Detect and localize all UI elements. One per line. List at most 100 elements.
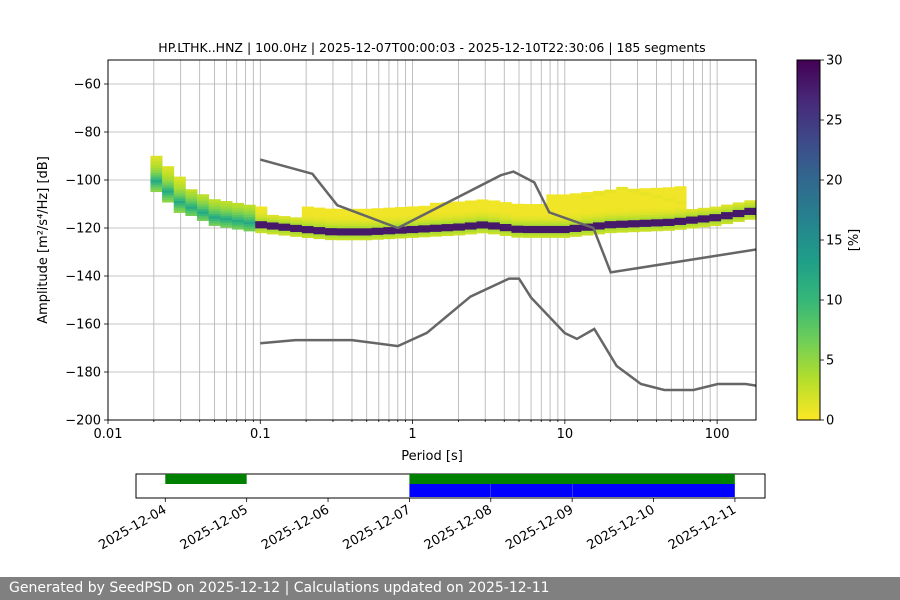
heatmap-cell bbox=[301, 225, 314, 229]
heatmap-cell bbox=[429, 214, 442, 218]
heatmap-cell bbox=[651, 218, 664, 222]
heatmap-cell bbox=[639, 202, 652, 206]
heatmap-cell bbox=[441, 233, 454, 237]
heatmap-cell bbox=[651, 209, 664, 213]
heatmap-cell bbox=[243, 207, 256, 210]
chart-title: HP.LTHK..HNZ | 100.0Hz | 2025-12-07T00:0… bbox=[158, 40, 705, 55]
heatmap-cell bbox=[150, 184, 163, 188]
heatmap-cell bbox=[639, 212, 652, 215]
heatmap-cell bbox=[162, 173, 175, 177]
heatmap-cell bbox=[581, 216, 594, 219]
timeline-date-label: 2025-12-10 bbox=[585, 502, 658, 553]
heatmap-cell bbox=[674, 210, 687, 213]
heatmap-cell bbox=[604, 199, 617, 202]
heatmap-cell bbox=[592, 226, 606, 230]
heatmap-cell bbox=[511, 230, 524, 233]
heatmap-cell bbox=[732, 202, 745, 206]
heatmap-cell bbox=[162, 199, 175, 203]
heatmap-cell bbox=[499, 223, 512, 227]
heatmap-cell bbox=[534, 230, 547, 234]
heatmap-cell bbox=[208, 220, 221, 224]
heatmap-cell bbox=[476, 223, 489, 227]
heatmap-cell bbox=[197, 218, 210, 221]
heatmap-cell bbox=[662, 198, 675, 202]
heatmap-cell bbox=[616, 217, 629, 221]
heatmap-cell bbox=[558, 228, 571, 231]
heatmap-cell bbox=[616, 225, 629, 228]
heatmap-cell bbox=[499, 216, 512, 220]
heatmap-cell bbox=[604, 218, 617, 222]
heatmap-cell bbox=[383, 226, 396, 230]
heatmap-cell bbox=[150, 170, 163, 173]
heatmap-cell bbox=[441, 206, 454, 210]
heatmap-cell bbox=[604, 208, 617, 212]
heatmap-cell bbox=[476, 218, 489, 222]
heatmap-cell bbox=[581, 220, 594, 224]
heatmap-cell bbox=[406, 235, 419, 238]
heatmap-cell bbox=[173, 207, 186, 211]
heatmap-cell bbox=[546, 218, 559, 222]
heatmap-cell bbox=[616, 213, 629, 216]
heatmap-cell bbox=[301, 211, 314, 215]
heatmap-cell bbox=[651, 187, 664, 191]
heatmap-cell bbox=[313, 236, 326, 240]
heatmap-cell bbox=[674, 203, 687, 206]
heatmap-cell bbox=[558, 206, 571, 210]
heatmap-cell bbox=[546, 216, 559, 219]
heatmap-cell bbox=[429, 224, 442, 228]
heatmap-cell bbox=[464, 217, 477, 221]
heatmap-cell bbox=[674, 219, 687, 223]
heatmap-cell bbox=[592, 210, 606, 213]
heatmap-cell bbox=[173, 188, 186, 192]
heatmap-cell bbox=[429, 217, 442, 220]
heatmap-cells bbox=[150, 155, 756, 241]
heatmap-cell bbox=[441, 204, 454, 208]
heatmap-cell bbox=[336, 213, 349, 217]
heatmap-cell bbox=[371, 215, 384, 219]
heatmap-cell bbox=[325, 211, 338, 214]
heatmap-cell bbox=[616, 205, 629, 209]
heatmap-cell bbox=[523, 235, 536, 238]
heatmap-cell bbox=[173, 193, 186, 197]
heatmap-cell bbox=[604, 192, 617, 195]
heatmap-cell bbox=[429, 233, 442, 237]
heatmap-cell bbox=[674, 201, 687, 205]
heatmap-cell bbox=[662, 194, 675, 198]
heatmap-cell bbox=[674, 227, 687, 230]
plot-frame bbox=[107, 59, 757, 421]
heatmap-cell bbox=[604, 206, 617, 210]
heatmap-cell bbox=[336, 211, 349, 214]
heatmap-cell bbox=[592, 214, 606, 218]
heatmap-cell bbox=[639, 219, 652, 223]
heatmap-cell bbox=[709, 220, 722, 224]
heatmap-cell bbox=[569, 193, 582, 196]
heatmap-cell bbox=[546, 208, 559, 212]
heatmap-cell bbox=[627, 198, 640, 201]
heatmap-cell bbox=[523, 213, 536, 217]
heatmap-cell bbox=[255, 220, 268, 224]
heatmap-cell bbox=[581, 208, 594, 212]
heatmap-cell bbox=[627, 215, 640, 218]
heatmap-cell bbox=[674, 215, 687, 218]
heatmap-cell bbox=[546, 232, 559, 236]
heatmap-cell bbox=[197, 203, 210, 207]
heatmap-cell bbox=[360, 211, 373, 214]
heatmap-cell bbox=[616, 203, 629, 207]
heatmap-cell bbox=[569, 234, 582, 237]
heatmap-cell bbox=[732, 209, 745, 213]
heatmap-cell bbox=[604, 196, 617, 200]
heatmap-cell bbox=[185, 210, 198, 214]
heatmap-cell bbox=[686, 221, 699, 224]
heatmap-cell bbox=[348, 220, 361, 224]
heatmap-cell bbox=[243, 209, 256, 213]
heatmap-cell bbox=[709, 223, 722, 227]
heatmap-cell bbox=[662, 220, 675, 224]
heatmap-cell bbox=[336, 208, 349, 212]
heatmap-cell bbox=[371, 232, 384, 235]
heatmap-cell bbox=[313, 221, 326, 225]
footer-text: Generated by SeedPSD on 2025-12-12 | Cal… bbox=[9, 580, 550, 596]
heatmap-cell bbox=[278, 232, 291, 236]
heatmap-cell bbox=[476, 213, 489, 217]
heatmap-cell bbox=[616, 186, 628, 190]
heatmap-cell bbox=[651, 195, 663, 199]
